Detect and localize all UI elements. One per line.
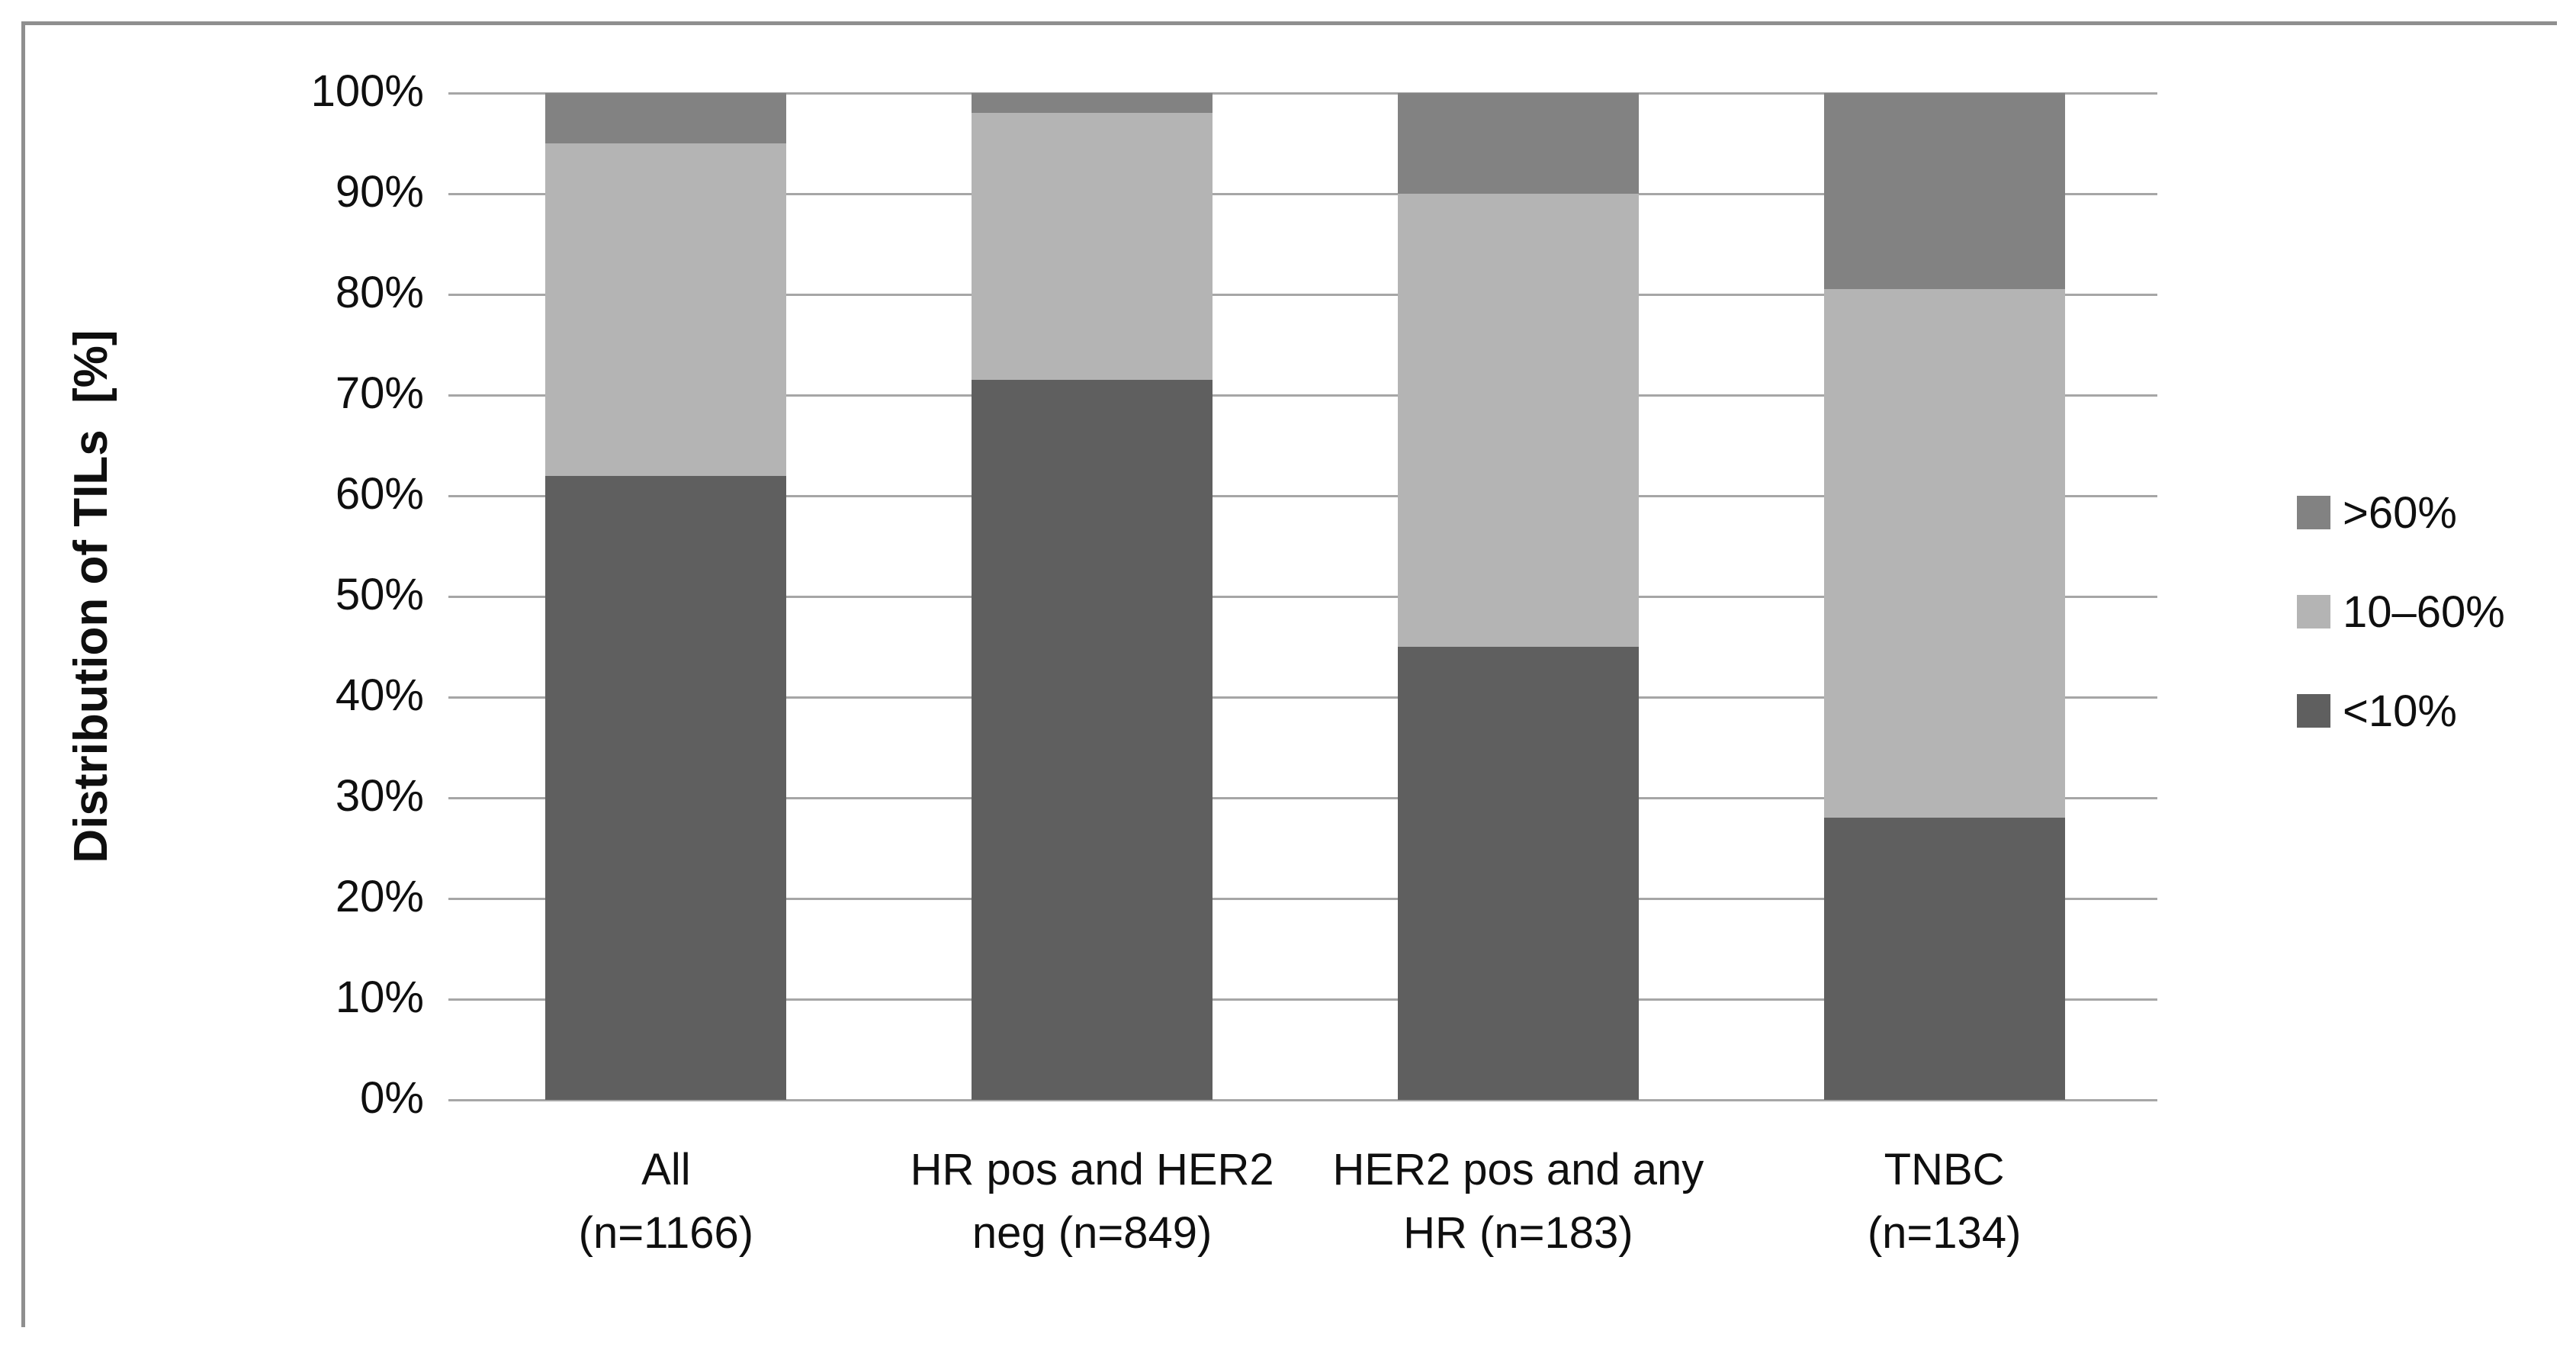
y-axis-title: Distribution of TILs [%] <box>65 330 117 863</box>
y-tick-label: 100% <box>310 66 424 116</box>
bar-segment <box>1823 93 2065 290</box>
gridline <box>448 897 2157 900</box>
gridline <box>448 293 2157 296</box>
y-tick-label: 50% <box>335 570 424 619</box>
x-axis-label-line: (n=1166) <box>578 1208 754 1258</box>
bar-segment <box>1397 647 1639 1100</box>
y-tick-label: 20% <box>335 872 424 921</box>
x-axis-label: All (n=1166) <box>429 1138 902 1265</box>
bar-segment <box>972 380 1213 1100</box>
legend-item: 10–60% <box>2297 580 2505 644</box>
y-tick-label: 80% <box>335 268 424 317</box>
y-tick-label: 60% <box>335 469 424 519</box>
x-axis-label: HER2 pos and any HR (n=183) <box>1282 1138 1755 1265</box>
legend-swatch <box>2297 595 2330 628</box>
bar-segment <box>972 93 1213 114</box>
x-axis-label-line: (n=134) <box>1867 1208 2022 1258</box>
legend-label: <10% <box>2343 686 2457 736</box>
bar-segment <box>1823 818 2065 1100</box>
figure-border-top <box>21 21 2557 25</box>
x-axis-label-line: TNBC <box>1884 1145 2005 1194</box>
legend-label: >60% <box>2343 487 2457 538</box>
legend-label: 10–60% <box>2343 587 2505 637</box>
legend-swatch <box>2297 496 2330 529</box>
gridline <box>448 696 2157 699</box>
bar-segment <box>545 475 787 1100</box>
gridline <box>448 394 2157 397</box>
gridline <box>448 998 2157 1001</box>
x-axis-label-line: neg (n=849) <box>972 1208 1213 1258</box>
y-tick-label: 30% <box>335 771 424 821</box>
bar-segment <box>1823 289 2065 818</box>
gridline <box>448 494 2157 497</box>
y-tick-label: 0% <box>360 1073 424 1123</box>
y-tick-label: 90% <box>335 167 424 217</box>
legend-swatch <box>2297 694 2330 728</box>
bar-segment <box>1397 93 1639 194</box>
bar-segment <box>972 113 1213 381</box>
gridline <box>448 595 2157 598</box>
legend-item: >60% <box>2297 481 2505 545</box>
y-tick-label: 70% <box>335 368 424 418</box>
bar-segment <box>545 93 787 143</box>
y-tick-label: 10% <box>335 972 424 1022</box>
x-axis-label-line: HR pos and HER2 <box>910 1145 1274 1194</box>
legend-item: <10% <box>2297 679 2505 743</box>
x-axis-label-line: HER2 pos and any <box>1332 1145 1704 1194</box>
gridline <box>448 1098 2157 1101</box>
x-axis-label-line: HR (n=183) <box>1403 1208 1633 1258</box>
y-tick-label: 40% <box>335 670 424 720</box>
x-axis-label-line: All <box>641 1145 691 1194</box>
gridline <box>448 796 2157 799</box>
bar-segment <box>545 143 787 476</box>
legend: >60% 10–60% <10% <box>2297 481 2505 778</box>
gridline <box>448 192 2157 195</box>
bar-segment <box>1397 194 1639 647</box>
x-axis-label: TNBC (n=134) <box>1708 1138 2181 1265</box>
x-axis-label: HR pos and HER2 neg (n=849) <box>856 1138 1328 1265</box>
gridline <box>448 92 2157 95</box>
figure-border-left <box>21 21 25 1327</box>
